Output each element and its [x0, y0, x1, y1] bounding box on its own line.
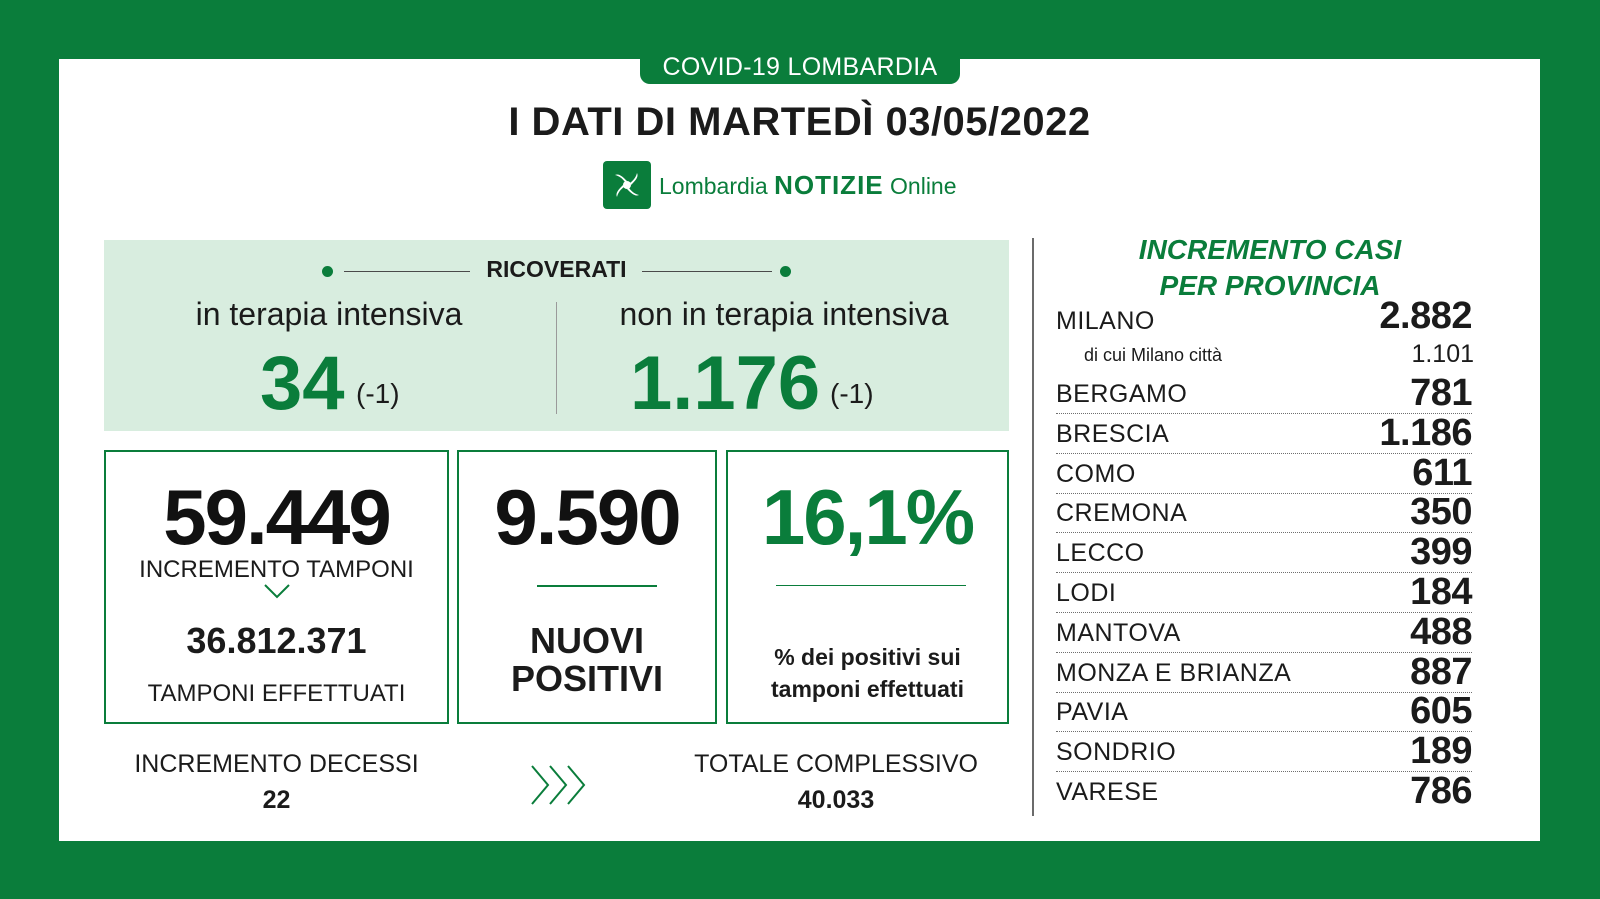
lombardia-rose-icon — [603, 161, 651, 209]
province-row: SONDRIO 189 — [1056, 730, 1472, 772]
intensiva-label: in terapia intensiva — [195, 296, 463, 332]
province-name: COMO — [1056, 460, 1136, 488]
province-name: BERGAMO — [1056, 380, 1188, 408]
province-value: 1.186 — [1379, 412, 1472, 454]
tamponi-total-label: TAMPONI EFFETTUATI — [147, 680, 406, 707]
province-name: MILANO — [1056, 307, 1155, 335]
percentuale-box: 16,1% % dei positivi sui tamponi effettu… — [726, 450, 1009, 724]
logo-text-suffix: Online — [883, 172, 957, 199]
triple-chevron-right-icon — [526, 760, 596, 815]
positivi-label-2: POSITIVI — [510, 658, 664, 699]
milano-citta-value: 1.101 — [1411, 340, 1474, 368]
province-value: 2.882 — [1379, 295, 1472, 337]
positivi-label-1: NUOVI — [529, 620, 644, 661]
chevron-down-icon — [106, 582, 447, 605]
province-value: 786 — [1410, 770, 1472, 812]
province-title-line-1: INCREMENTO CASI — [1138, 234, 1402, 265]
tamponi-increment-label: INCREMENTO TAMPONI — [139, 556, 414, 583]
province-row: PAVIA 605 — [1056, 690, 1472, 732]
ricoverati-heading: RICOVERATI — [486, 256, 627, 282]
non-intensiva-value: 1.176 — [630, 341, 821, 426]
heading-rule-right — [642, 271, 772, 272]
intensiva-delta: (-1) — [356, 378, 400, 409]
heading-rule-left — [344, 271, 470, 272]
page-title: I DATI DI MARTEDÌ 03/05/2022 — [508, 100, 1091, 144]
province-row: MILANO 2.882 — [1056, 295, 1472, 374]
non-intensiva-label: non in terapia intensiva — [619, 296, 949, 332]
province-value: 189 — [1410, 730, 1472, 772]
province-name: MANTOVA — [1056, 619, 1181, 647]
milano-citta-label: di cui Milano città — [1084, 345, 1223, 365]
province-name: CREMONA — [1056, 499, 1188, 527]
province-value: 887 — [1410, 651, 1472, 693]
province-name: SONDRIO — [1056, 738, 1177, 766]
province-name: BRESCIA — [1056, 420, 1170, 448]
tamponi-total-value: 36.812.371 — [186, 620, 367, 661]
province-row: LODI 184 — [1056, 571, 1472, 613]
province-row: MONZA E BRIANZA 887 — [1056, 651, 1472, 693]
province-row: CREMONA 350 — [1056, 491, 1472, 533]
percentuale-label-2: tamponi effettuati — [771, 676, 964, 702]
percentuale-value: 16,1% — [761, 473, 975, 561]
positivi-value: 9.590 — [494, 473, 681, 561]
logo-text-bold: NOTIZIE — [774, 169, 884, 200]
ricoverati-panel: RICOVERATI in terapia intensiva 34 (-1) … — [104, 240, 1009, 431]
percentuale-rule — [776, 585, 966, 586]
province-value: 781 — [1410, 372, 1472, 414]
positivi-rule — [537, 585, 657, 587]
province-value: 350 — [1410, 491, 1472, 533]
tamponi-box: 59.449 INCREMENTO TAMPONI 36.812.371 TAM… — [104, 450, 449, 724]
province-row: BRESCIA 1.186 — [1056, 412, 1472, 454]
province-row: LECCO 399 — [1056, 531, 1472, 573]
province-value: 184 — [1410, 571, 1472, 613]
province-name: MONZA E BRIANZA — [1056, 659, 1292, 687]
non-intensiva-delta: (-1) — [830, 378, 874, 409]
province-value: 399 — [1410, 531, 1472, 573]
bullet-dot — [322, 266, 333, 277]
province-name: LECCO — [1056, 539, 1145, 567]
logo-text-prefix: Lombardia — [659, 172, 775, 199]
province-title-line-2: PER PROVINCIA — [1159, 270, 1381, 301]
province-row: MANTOVA 488 — [1056, 611, 1472, 653]
ricoverati-divider — [556, 302, 557, 414]
intensiva-value: 34 — [260, 341, 345, 426]
decessi-value: 22 — [262, 786, 291, 814]
province-name: PAVIA — [1056, 698, 1129, 726]
province-name: VARESE — [1056, 778, 1159, 806]
column-separator — [1032, 238, 1034, 816]
province-value: 605 — [1410, 690, 1472, 732]
decessi-total-label: TOTALE COMPLESSIVO — [694, 750, 978, 778]
percentuale-label-1: % dei positivi sui — [774, 644, 961, 670]
decessi-total-value: 40.033 — [797, 786, 875, 814]
province-title: INCREMENTO CASI PER PROVINCIA — [1110, 232, 1430, 304]
province-name: LODI — [1056, 579, 1117, 607]
decessi-label: INCREMENTO DECESSI — [134, 750, 419, 778]
province-row: COMO 611 — [1056, 452, 1472, 494]
positivi-box: 9.590 NUOVI POSITIVI — [457, 450, 717, 724]
province-row: VARESE 786 — [1056, 770, 1472, 812]
tamponi-increment-value: 59.449 — [163, 473, 392, 561]
logo: Lombardia NOTIZIE Online — [603, 160, 957, 210]
logo-text: Lombardia NOTIZIE Online — [659, 170, 957, 201]
bullet-dot — [780, 266, 791, 277]
province-value: 488 — [1410, 611, 1472, 653]
province-row: BERGAMO 781 — [1056, 372, 1472, 414]
province-value: 611 — [1412, 452, 1472, 494]
header-tag: COVID-19 LOMBARDIA — [640, 50, 960, 84]
